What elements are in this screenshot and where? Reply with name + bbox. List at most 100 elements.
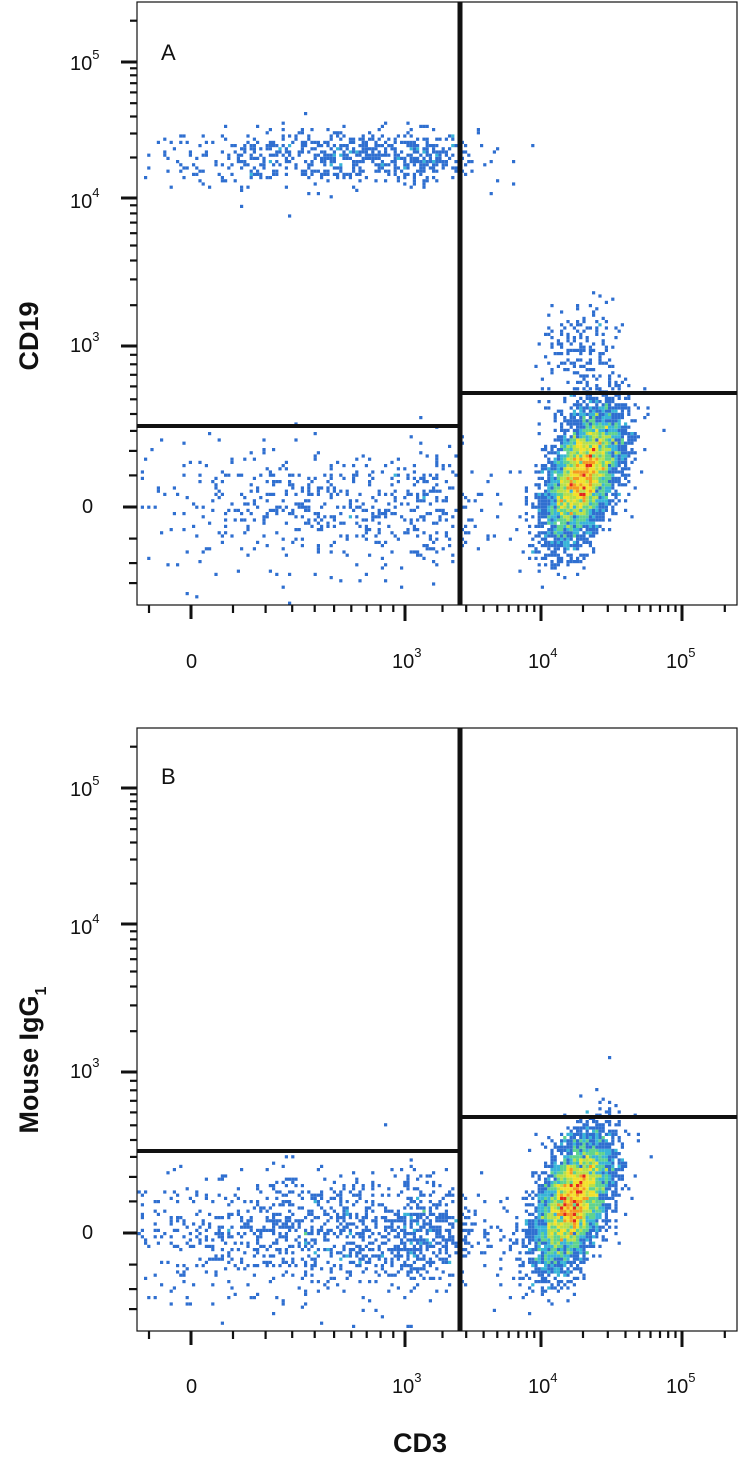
panel-a-event-dot [556, 339, 560, 343]
panel-b-event-dot [195, 1190, 199, 1194]
panel-a-event-dot [601, 444, 605, 448]
panel-a-event-dot [614, 409, 618, 413]
panel-b-event-dot [531, 1251, 535, 1255]
panel-b-event-dot [598, 1152, 602, 1156]
panel-b-event-dot [563, 1238, 567, 1242]
panel-b-event-dot [563, 1260, 567, 1264]
panel-b-event-dot [592, 1161, 596, 1165]
panel-b-event-dot [521, 1244, 525, 1248]
panel-a-event-dot [582, 518, 586, 522]
panel-b-event-dot [617, 1177, 621, 1181]
panel-b-event-dot [220, 1238, 224, 1242]
panel-b-event-dot [396, 1219, 400, 1223]
panel-a-event-dot [620, 428, 624, 432]
panel-b-event-dot [284, 1235, 288, 1239]
panel-b-event-dot [348, 1190, 352, 1194]
panel-b-event-dot [288, 1244, 292, 1248]
panel-a-event-dot [348, 140, 352, 144]
panel-a-event-dot [320, 156, 324, 160]
panel-a-event-dot [384, 163, 388, 167]
panel-b-event-dot [588, 1190, 592, 1194]
panel-a-event-dot [544, 531, 548, 535]
panel-a-event-dot [374, 140, 378, 144]
panel-a-event-dot [595, 438, 599, 442]
panel-b-event-dot [387, 1273, 391, 1277]
panel-b-event-dot [588, 1200, 592, 1204]
panel-a-event-dot [435, 531, 439, 535]
panel-a-event-dot [355, 515, 359, 519]
panel-a-event-dot [566, 444, 570, 448]
panel-a-event-dot [617, 374, 621, 378]
panel-a-event-dot [579, 476, 583, 480]
panel-a-event-dot [595, 483, 599, 487]
panel-a-event-dot [454, 508, 458, 512]
panel-a-event-dot [300, 147, 304, 151]
panel-b-event-dot [531, 1235, 535, 1239]
panel-b-event-dot [537, 1280, 541, 1284]
panel-a-event-dot [585, 422, 589, 426]
panel-b-event-dot [592, 1171, 596, 1175]
panel-a-event-dot [566, 508, 570, 512]
panel-b-event-dot [556, 1180, 560, 1184]
panel-b-event-dot [185, 1267, 189, 1271]
panel-b-event-dot [544, 1206, 548, 1210]
panel-b-event-dot [588, 1184, 592, 1188]
panel-a-event-dot [336, 176, 340, 180]
panel-a-event-dot [566, 553, 570, 557]
panel-a-event-dot [601, 361, 605, 365]
panel-a-event-dot [540, 537, 544, 541]
panel-a-event-dot [595, 425, 599, 429]
panel-b-event-dot [537, 1270, 541, 1274]
panel-b-event-dot [259, 1209, 263, 1213]
panel-b-event-dot [579, 1177, 583, 1181]
panel-a-event-dot [576, 537, 580, 541]
panel-a-event-dot [588, 396, 592, 400]
panel-b-event-dot [390, 1264, 394, 1268]
panel-a-event-dot [627, 473, 631, 477]
panel-a-plot-frame [136, 1, 738, 606]
panel-b-event-dot [230, 1257, 234, 1261]
panel-b-event-dot [528, 1312, 532, 1316]
panel-b-event-dot [153, 1200, 157, 1204]
panel-b-event-dot [560, 1168, 564, 1172]
panel-a-event-dot [240, 518, 244, 522]
panel-a-event-dot [572, 403, 576, 407]
panel-a-event-dot [553, 518, 557, 522]
panel-b-event-dot [544, 1254, 548, 1258]
panel-a-event-dot [617, 416, 621, 420]
panel-b-event-dot [547, 1248, 551, 1252]
panel-a-event-dot [422, 480, 426, 484]
panel-b-event-dot [518, 1264, 522, 1268]
panel-b-event-dot [220, 1216, 224, 1220]
panel-a-event-dot [611, 412, 615, 416]
panel-a-event-dot [585, 454, 589, 458]
panel-a-event-dot [579, 364, 583, 368]
panel-a-event-dot [576, 380, 580, 384]
panel-a-event-dot [627, 425, 631, 429]
panel-b-event-dot [483, 1228, 487, 1232]
panel-b-event-dot [144, 1241, 148, 1245]
panel-b-event-dot [188, 1302, 192, 1306]
panel-a-event-dot [617, 425, 621, 429]
panel-b-event-dot [236, 1232, 240, 1236]
panel-a-event-dot [451, 176, 455, 180]
panel-a-event-dot [585, 502, 589, 506]
panel-a-event-dot [390, 160, 394, 164]
panel-b-event-dot [172, 1168, 176, 1172]
panel-a-event-dot [572, 499, 576, 503]
panel-a-event-dot [435, 179, 439, 183]
panel-b-event-dot [515, 1238, 519, 1242]
panel-b-event-dot [409, 1212, 413, 1216]
panel-b-event-dot [326, 1238, 330, 1242]
panel-b-event-dot [361, 1270, 365, 1274]
panel-a-event-dot [611, 464, 615, 468]
panel-b-event-dot [560, 1180, 564, 1184]
panel-a-event-dot [355, 473, 359, 477]
panel-a-event-dot [560, 556, 564, 560]
panel-b-event-dot [598, 1190, 602, 1194]
panel-b-event-dot [217, 1177, 221, 1181]
panel-b-event-dot [598, 1126, 602, 1130]
panel-a-event-dot [364, 537, 368, 541]
panel-a-event-dot [179, 163, 183, 167]
panel-b-event-dot [352, 1241, 356, 1245]
